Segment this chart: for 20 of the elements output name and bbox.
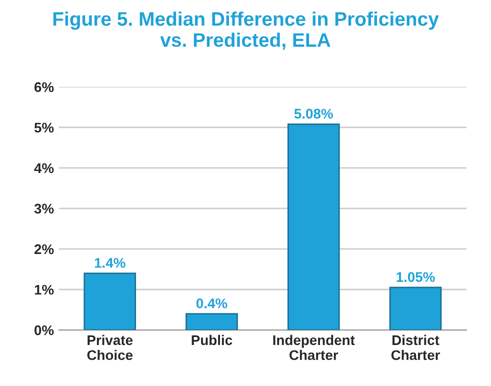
y-tick-label: 2% [34, 244, 54, 254]
bar [389, 286, 442, 330]
x-tick-label: Public [192, 334, 232, 346]
y-tick-label: 0% [34, 325, 54, 336]
y-tick-label: 3% [34, 204, 54, 214]
bar [186, 313, 238, 330]
data-label: 1.4% [94, 258, 126, 268]
y-tick-label: 4% [34, 163, 54, 174]
x-tick-label: Private Choice [87, 334, 133, 360]
bar [287, 123, 340, 330]
bar [84, 272, 136, 330]
data-label: 5.08% [294, 108, 333, 119]
x-tick-label: District Charter [391, 334, 440, 360]
y-tick-label: 5% [34, 122, 54, 133]
y-tick-label: 1% [34, 284, 54, 295]
chart-title: Figure 5. Median Difference in Proficiency vs. Predicted, ELA [53, 12, 439, 50]
data-label: 0.4% [196, 298, 228, 308]
y-tick-label: 6% [34, 82, 54, 92]
data-label: 1.05% [396, 272, 435, 282]
x-tick-label: Independent Charter [273, 334, 355, 360]
